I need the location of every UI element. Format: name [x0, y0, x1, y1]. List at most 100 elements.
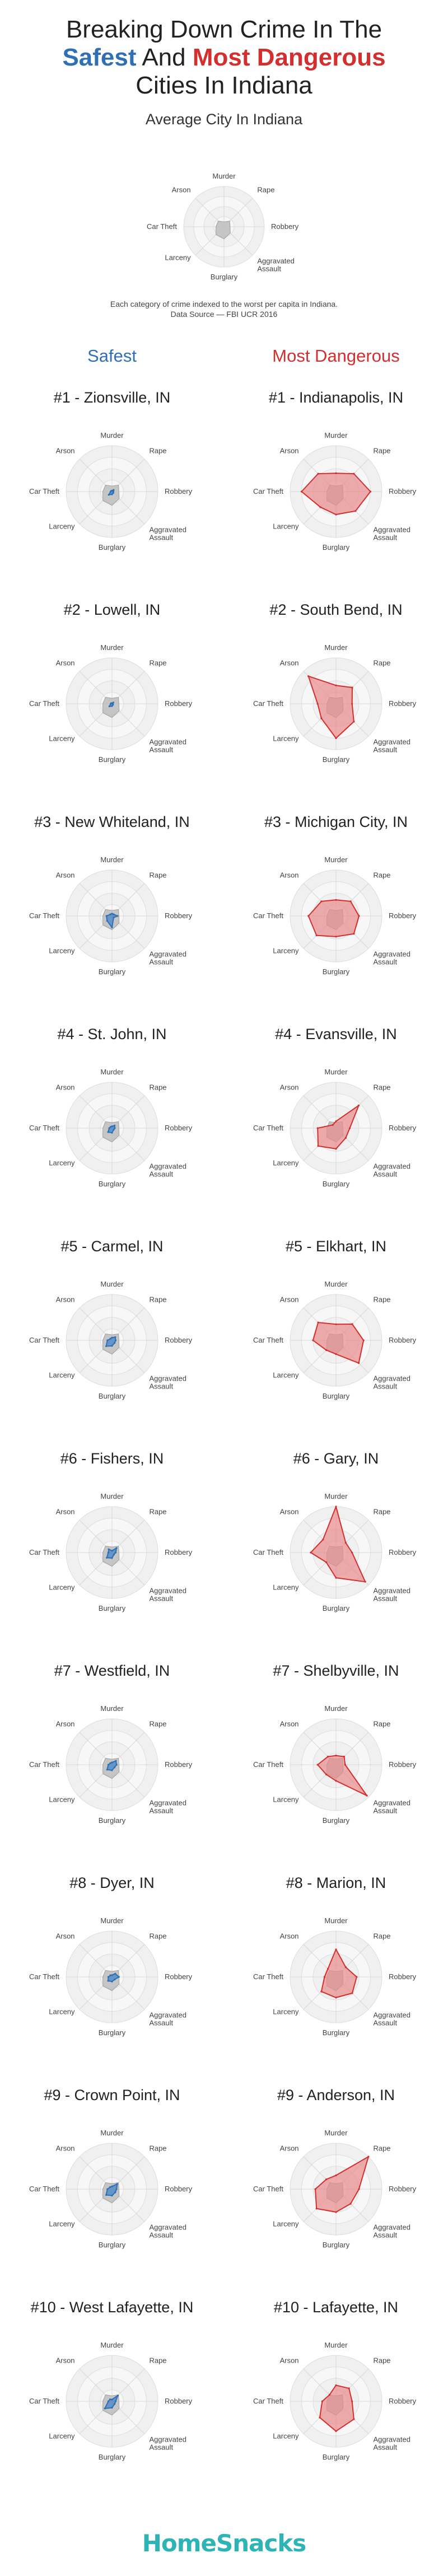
data-point-burglary: [335, 936, 337, 938]
dangerous-column-heading: Most Dangerous: [272, 346, 400, 366]
axis-label-larceny: Larceny: [49, 2219, 75, 2228]
data-point-murder: [335, 684, 337, 686]
axis-label-burglary: Burglary: [99, 1180, 126, 1188]
axis-label-murder: Murder: [100, 1492, 124, 1500]
data-point-aggravated-assault: [113, 1129, 115, 1131]
data-point-robbery: [362, 1339, 365, 1341]
data-point-aggravated-assault: [113, 917, 115, 919]
data-point-car-theft: [307, 915, 310, 917]
dangerous-city-title-8: #8 - Marion, IN: [286, 1874, 386, 1891]
axis-label-larceny: Larceny: [49, 522, 75, 530]
axis-label-burglary: Burglary: [99, 2241, 126, 2249]
radar-chart-safest-2: Murder Rape Robbery Aggravated Assault Burgla…: [29, 643, 193, 764]
axis-label-robbery: Robbery: [165, 911, 193, 920]
data-point-murder: [111, 1550, 113, 1552]
data-point-robbery: [351, 1551, 353, 1554]
axis-label-arson: Arson: [280, 871, 299, 880]
axis-label-larceny: Larceny: [49, 734, 75, 742]
axis-label-murder: Murder: [100, 431, 124, 440]
data-point-burglary: [111, 1769, 113, 1771]
average-city-area: [216, 221, 231, 240]
data-point-larceny: [107, 1980, 109, 1982]
data-point-robbery: [115, 2188, 118, 2190]
data-point-rape: [114, 1972, 116, 1975]
data-point-robbery: [358, 2188, 360, 2190]
axis-label-robbery: Robbery: [389, 1760, 417, 1769]
axis-label-aggravated-assault: Aggravated Assault: [373, 737, 410, 754]
axis-label-larceny: Larceny: [165, 253, 191, 261]
axis-label-rape: Rape: [149, 1083, 166, 1092]
axis-label-arson: Arson: [56, 1296, 75, 1304]
data-point-murder: [335, 899, 337, 901]
average-city-area: [102, 696, 120, 718]
data-point-robbery: [114, 1551, 117, 1554]
data-point-aggravated-assault: [354, 510, 357, 512]
axis-label-car-theft: Car Theft: [29, 487, 59, 495]
axis-label-car-theft: Car Theft: [253, 699, 283, 708]
data-point-larceny: [106, 1769, 108, 1771]
data-point-arson: [109, 1974, 111, 1976]
data-point-burglary: [335, 513, 337, 516]
title-line-3: Cities In Indiana: [136, 72, 312, 99]
data-point-burglary: [111, 705, 113, 707]
axis-label-burglary: Burglary: [323, 2241, 350, 2249]
data-point-burglary: [335, 1780, 337, 1782]
radar-chart-dangerous-8: Murder Rape Robbery Aggravated Assault Burgla…: [253, 1916, 417, 2037]
axis-label-aggravated-assault: Aggravated Assault: [373, 1162, 410, 1178]
data-point-burglary: [111, 926, 113, 929]
data-point-arson: [109, 2398, 111, 2401]
data-point-arson: [328, 2393, 331, 2396]
axis-label-murder: Murder: [100, 643, 124, 652]
data-point-car-theft: [312, 1339, 314, 1341]
axis-label-murder: Murder: [324, 1916, 348, 1925]
data-point-larceny: [105, 1345, 108, 1348]
axis-label-arson: Arson: [280, 1083, 299, 1092]
axis-label-burglary: Burglary: [99, 2453, 126, 2461]
axis-label-arson: Arson: [56, 871, 75, 880]
axis-label-car-theft: Car Theft: [29, 1972, 59, 1981]
data-point-arson: [109, 1762, 111, 1764]
axis-label-larceny: Larceny: [273, 1158, 299, 1167]
data-point-aggravated-assault: [353, 721, 355, 723]
axis-label-rape: Rape: [373, 1720, 390, 1728]
axis-label-aggravated-assault: Aggravated Assault: [149, 737, 186, 754]
radar-chart-average-0: Murder Rape Robbery Aggravated Assault Burgla…: [147, 172, 299, 281]
radar-chart-dangerous-2: Murder Rape Robbery Aggravated Assault Burgla…: [253, 643, 417, 764]
axis-label-robbery: Robbery: [165, 1972, 193, 1981]
axis-label-burglary: Burglary: [99, 2028, 126, 2037]
data-point-murder: [335, 1948, 337, 1951]
brand-name: HomeSnacks: [142, 2530, 307, 2557]
data-point-robbery: [356, 1976, 358, 1978]
axis-label-aggravated-assault: Aggravated Assault: [373, 1374, 410, 1390]
data-point-arson: [110, 702, 113, 704]
axis-label-rape: Rape: [373, 659, 390, 667]
axis-label-murder: Murder: [324, 1068, 348, 1076]
dangerous-city-title-9: #9 - Anderson, IN: [277, 2087, 395, 2103]
axis-label-arson: Arson: [280, 1296, 299, 1304]
axis-label-burglary: Burglary: [323, 2453, 350, 2461]
axis-label-arson: Arson: [56, 1083, 75, 1092]
axis-label-robbery: Robbery: [389, 911, 417, 920]
data-point-rape: [344, 1542, 347, 1544]
axis-label-car-theft: Car Theft: [29, 1124, 59, 1132]
axis-label-robbery: Robbery: [165, 699, 193, 708]
data-point-murder: [111, 1336, 113, 1339]
data-point-car-theft: [107, 2400, 110, 2402]
axis-label-burglary: Burglary: [323, 755, 350, 764]
data-point-robbery: [116, 915, 119, 917]
data-point-burglary: [335, 1148, 337, 1150]
data-point-rape: [353, 473, 355, 475]
axis-label-robbery: Robbery: [165, 1336, 193, 1344]
axis-label-larceny: Larceny: [273, 2219, 299, 2228]
axis-label-robbery: Robbery: [165, 487, 193, 495]
data-point-murder: [111, 2185, 113, 2187]
axis-label-rape: Rape: [149, 1932, 166, 1941]
data-point-car-theft: [316, 1127, 319, 1129]
data-point-car-theft: [108, 1127, 110, 1129]
infographic-title: Breaking Down Crime In The Safest And Mo…: [0, 16, 448, 100]
axis-label-arson: Arson: [280, 2357, 299, 2365]
data-point-rape: [351, 1323, 353, 1325]
data-point-murder: [111, 2399, 113, 2401]
axis-label-robbery: Robbery: [389, 487, 417, 495]
axis-label-rape: Rape: [373, 447, 390, 455]
